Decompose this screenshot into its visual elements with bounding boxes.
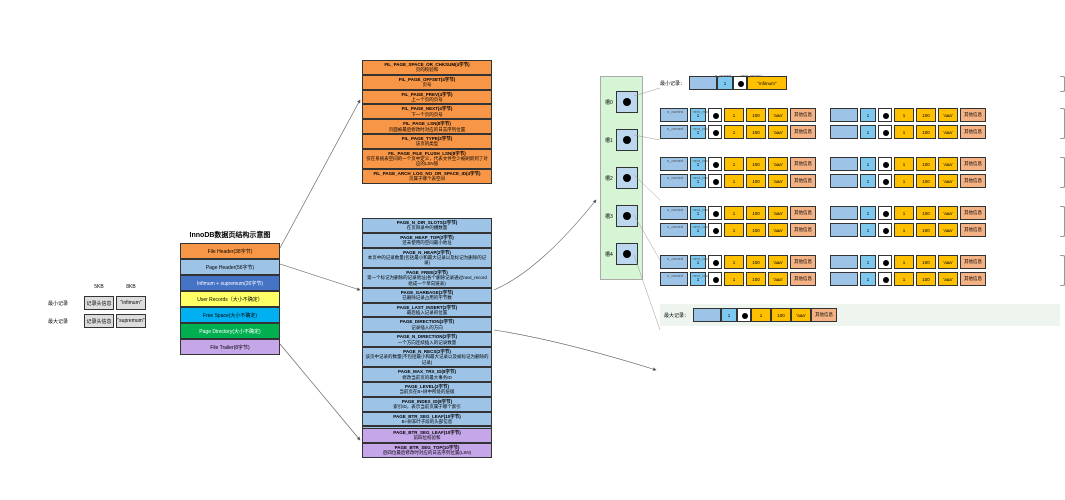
page-block-6: File Trailer(8字节) bbox=[180, 339, 280, 355]
file-header-detail: FIL_PAGE_SPACE_OR_CHKSUM(4字节)页的校验和FIL_PA… bbox=[362, 60, 492, 184]
page-header-detail-row-9: PAGE_MAX_TRX_ID(8字节)修改当前页的最大事务ID bbox=[362, 367, 492, 382]
slot-1 bbox=[616, 129, 638, 151]
record-group-2: n_ownednext_record11100'aaa'其他信息11100'aa… bbox=[660, 157, 1060, 188]
page-header-detail-row-4: PAGE_GARBAGE(2字节)已删除记录占用的字节数 bbox=[362, 288, 492, 303]
max-c2: "supremum" bbox=[116, 314, 146, 328]
file-header-detail-row-4: FIL_PAGE_LSN(8字节)页面被最后修改时对应的日志序列位置 bbox=[362, 119, 492, 134]
min-c1: 记录头信息 bbox=[84, 296, 114, 310]
file-header-detail-row-2: FIL_PAGE_PREV(4字节)上一个页的页号 bbox=[362, 90, 492, 105]
max-c1: 记录头信息 bbox=[84, 314, 114, 328]
record-group-3: n_ownednext_record11100'aaa'其他信息11100'aa… bbox=[660, 206, 1060, 237]
slot-label-3: 槽3 bbox=[605, 213, 613, 220]
small-hdr-2: 8KB bbox=[116, 280, 146, 294]
min-c2: "infimum" bbox=[116, 296, 146, 310]
slot-0 bbox=[616, 91, 638, 113]
slot-label-0: 槽0 bbox=[605, 99, 613, 106]
page-header-detail-row-11: PAGE_INDEX_ID(8字节)索引ID，表示当前页属于哪个索引 bbox=[362, 397, 492, 412]
page-header-detail-row-0: PAGE_N_DIR_SLOTS(2字节)在页目录中的槽数量 bbox=[362, 218, 492, 233]
page-block-3: User Records（大小不确定） bbox=[180, 291, 280, 307]
page-header-detail-row-10: PAGE_LEVEL(2字节)当前页在B+树中所处的层级 bbox=[362, 382, 492, 397]
file-header-detail-row-6: FIL_PAGE_FILE_FLUSH_LSN(8字节)仅在系统表空间的一个页中… bbox=[362, 149, 492, 169]
file-header-detail-row-1: FIL_PAGE_OFFSET(4字节)页号 bbox=[362, 75, 492, 90]
diagram-title: InnoDB数据页结构示意图 bbox=[180, 230, 280, 240]
page-block-4: Free Space(大小不确定) bbox=[180, 307, 280, 323]
small-records-area: 5KB 8KB 最小记录 记录头信息 "infimum" 最大记录 记录头信息 … bbox=[48, 280, 146, 328]
slot-2 bbox=[616, 167, 638, 189]
file-trailer-detail-row-1: PAGE_BTR_SEG_TOP(10字节)后四位最后修改时对应的日志序列位置(… bbox=[362, 443, 492, 458]
file-header-detail-row-7: FIL_PAGE_ARCH_LOG_NO_OR_SPACE_ID(4字节)页属于… bbox=[362, 169, 492, 184]
slot-4 bbox=[616, 243, 638, 265]
max-label: 最大记录 bbox=[48, 318, 82, 325]
slot-3 bbox=[616, 205, 638, 227]
record-group-4: n_ownednext_record11100'aaa'其他信息11100'aa… bbox=[660, 255, 1060, 286]
min-label: 最小记录 bbox=[48, 300, 82, 307]
slot-label-2: 槽2 bbox=[605, 175, 613, 182]
slot-area: 槽0 槽1 槽2 槽3 槽4 bbox=[600, 76, 643, 280]
page-header-detail-row-5: PAGE_LAST_INSERT(2字节)最后插入记录的位置 bbox=[362, 303, 492, 318]
record-area: 最小记录：n_ownednext_record1"infimum"这条记录是一个… bbox=[660, 76, 1060, 326]
file-header-detail-row-0: FIL_PAGE_SPACE_OR_CHKSUM(4字节)页的校验和 bbox=[362, 60, 492, 75]
page-block-0: File Header(38字节) bbox=[180, 243, 280, 259]
page-header-detail-row-7: PAGE_N_DIRECTION(2字节)一个方向连续插入的记录数量 bbox=[362, 332, 492, 347]
page-header-detail: PAGE_N_DIR_SLOTS(2字节)在页目录中的槽数量PAGE_HEAP_… bbox=[362, 218, 492, 441]
file-trailer-detail: PAGE_BTR_SEG_LEAF(10字节)前四位校验和PAGE_BTR_SE… bbox=[362, 428, 492, 458]
page-header-detail-row-1: PAGE_HEAP_TOP(2字节)还未使用的空间最小地址 bbox=[362, 233, 492, 248]
slot-label-1: 槽1 bbox=[605, 137, 613, 144]
page-struct: InnoDB数据页结构示意图 File Header(38字节)Page Hea… bbox=[180, 230, 280, 355]
page-block-2: Infimum + supremum(26字节) bbox=[180, 275, 280, 291]
small-hdr-1: 5KB bbox=[84, 280, 114, 294]
page-block-5: Page Directory(大小不确定) bbox=[180, 323, 280, 339]
page-header-detail-row-2: PAGE_N_HEAP(2字节)本页中的记录数量(包括最小和最大记录以及标记为删… bbox=[362, 248, 492, 268]
page-block-1: Page Header(56字节) bbox=[180, 259, 280, 275]
file-header-detail-row-3: FIL_PAGE_NEXT(4字节)下一个页的页号 bbox=[362, 104, 492, 119]
page-header-detail-row-6: PAGE_DIRECTION(2字节)记录插入的方向 bbox=[362, 317, 492, 332]
file-header-detail-row-5: FIL_PAGE_TYPE(2字节)该页的类型 bbox=[362, 134, 492, 149]
max-record-row: 最大记录：11100'aaa'其他信息 bbox=[660, 304, 1060, 326]
file-trailer-detail-row-0: PAGE_BTR_SEG_LEAF(10字节)前四位校验和 bbox=[362, 428, 492, 443]
page-header-detail-row-8: PAGE_N_RECS(2字节)该页中记录的数量(不包括最小和最大记录以及被标记… bbox=[362, 347, 492, 367]
page-header-detail-row-12: PAGE_BTR_SEG_LEAF(10字节)B+树非叶子段的头部信息 bbox=[362, 412, 492, 427]
slot-label-4: 槽4 bbox=[605, 251, 613, 258]
page-header-detail-row-3: PAGE_FREE(2字节)第一个标记为删除的记录地址(各个删除记录通过next… bbox=[362, 268, 492, 288]
record-group-1: n_ownednext_record11100'aaa'其他信息11100'aa… bbox=[660, 108, 1060, 139]
